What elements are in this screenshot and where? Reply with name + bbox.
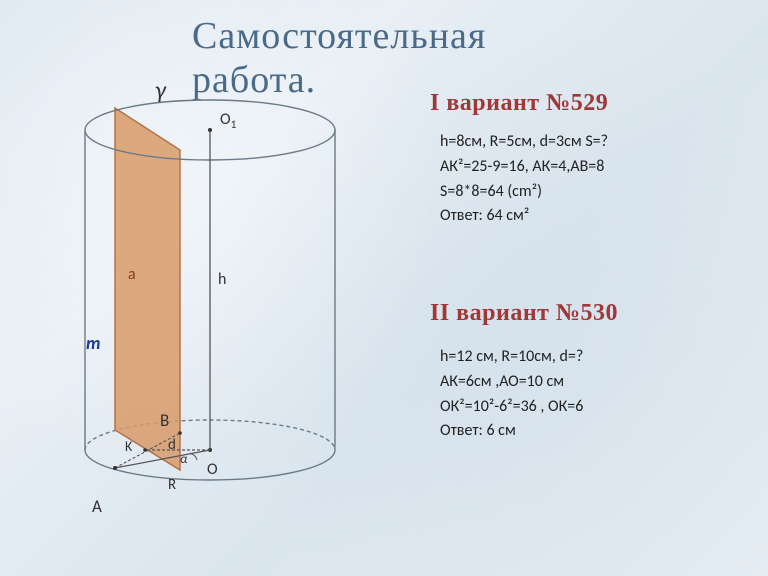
section-plane	[115, 108, 180, 470]
variant1-line: Ответ: 64 см²	[440, 204, 740, 229]
label-O: O	[207, 460, 218, 479]
label-K: K	[125, 438, 132, 455]
label-R: R	[168, 476, 176, 494]
label-A: A	[92, 496, 102, 517]
label-alpha: α	[180, 452, 187, 467]
variant2-line: Ответ: 6 см	[440, 419, 740, 444]
variant2-heading: II вариант №530	[430, 300, 618, 327]
label-B: B	[160, 410, 169, 431]
label-a: a	[128, 265, 136, 284]
label-O1: O1	[220, 110, 236, 132]
variant2-line: ОК²=10²-6²=36 , ОК=6	[440, 395, 740, 420]
variant2-solution: h=12 см, R=10см, d=? АК=6см ,АО=10 см ОК…	[440, 345, 740, 444]
label-d: d	[168, 436, 176, 454]
label-gamma: γ	[155, 76, 166, 105]
variant2-line: h=12 см, R=10см, d=?	[440, 345, 740, 370]
variant1-heading: I вариант №529	[430, 90, 608, 117]
variant1-line: S=8*8=64 (cm²)	[440, 180, 740, 205]
variant1-line: h=8см, R=5см, d=3см S=?	[440, 130, 740, 155]
cylinder-diagram: γ O1 h a m B K d α O R A	[40, 80, 380, 540]
label-m: m	[86, 332, 100, 354]
variant1-line: АК²=25-9=16, АК=4,АВ=8	[440, 155, 740, 180]
variant2-line: АК=6см ,АО=10 см	[440, 370, 740, 395]
label-h: h	[218, 270, 226, 289]
variant1-solution: h=8см, R=5см, d=3см S=? АК²=25-9=16, АК=…	[440, 130, 740, 229]
